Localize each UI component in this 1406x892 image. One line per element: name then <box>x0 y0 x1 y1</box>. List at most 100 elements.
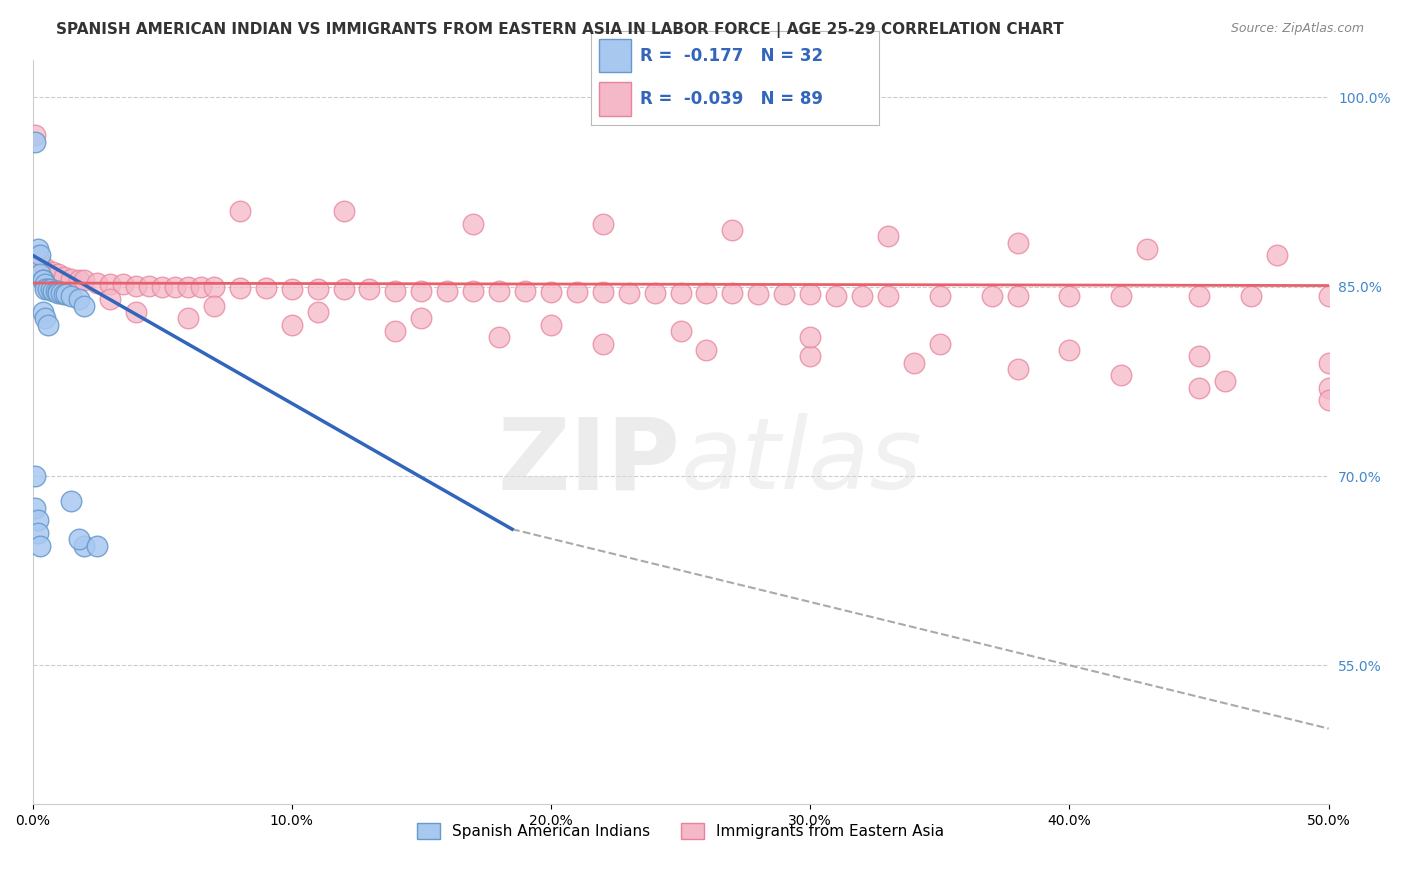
Point <box>799 287 821 301</box>
Point <box>73 273 96 287</box>
Point <box>1109 288 1132 302</box>
Point <box>34 311 56 326</box>
Point <box>24 469 46 483</box>
Point <box>773 287 796 301</box>
Point <box>463 284 485 298</box>
Point <box>27 248 49 262</box>
Point <box>307 282 329 296</box>
Point <box>177 280 200 294</box>
Point <box>24 128 46 143</box>
Point <box>1317 355 1340 369</box>
Point <box>24 135 46 149</box>
Point <box>48 286 70 301</box>
Point <box>928 336 950 351</box>
Point <box>1188 349 1211 363</box>
Point <box>928 288 950 302</box>
Point <box>24 500 46 515</box>
Point <box>1109 368 1132 383</box>
Point <box>30 539 52 553</box>
Point <box>592 336 614 351</box>
Point <box>190 280 212 294</box>
Point <box>488 330 510 344</box>
Point <box>1059 343 1081 357</box>
Point <box>34 282 56 296</box>
Point <box>695 343 717 357</box>
Point <box>644 286 666 301</box>
Point <box>592 217 614 231</box>
Point <box>229 204 252 219</box>
Point <box>52 269 75 284</box>
Point <box>669 286 692 301</box>
Point <box>98 293 121 307</box>
Point <box>73 539 96 553</box>
Point <box>30 254 52 268</box>
Point <box>31 273 53 287</box>
Point <box>52 287 75 301</box>
Point <box>165 280 187 294</box>
Point <box>1317 288 1340 302</box>
FancyBboxPatch shape <box>599 82 631 116</box>
Point <box>617 286 640 301</box>
Text: atlas: atlas <box>681 413 922 510</box>
Point <box>67 273 90 287</box>
Point <box>1188 288 1211 302</box>
Point <box>45 284 67 298</box>
Point <box>359 282 381 296</box>
Point <box>799 330 821 344</box>
Point <box>60 494 83 508</box>
Point <box>73 299 96 313</box>
Point <box>86 539 108 553</box>
Point <box>1317 393 1340 408</box>
Point <box>411 311 433 326</box>
Point <box>30 267 52 281</box>
Point <box>48 267 70 281</box>
Point <box>67 533 90 547</box>
FancyBboxPatch shape <box>599 38 631 72</box>
Point <box>42 265 65 279</box>
Point <box>1007 362 1029 376</box>
Point <box>1007 288 1029 302</box>
Point <box>202 299 225 313</box>
Point <box>747 287 769 301</box>
Point <box>150 280 173 294</box>
Point <box>67 293 90 307</box>
Point <box>280 282 302 296</box>
Point <box>1188 381 1211 395</box>
Point <box>463 217 485 231</box>
Point <box>513 284 536 298</box>
Point <box>903 355 925 369</box>
Point <box>1136 242 1159 256</box>
Point <box>48 284 70 298</box>
Text: R =  -0.177   N = 32: R = -0.177 N = 32 <box>640 46 823 64</box>
Point <box>1007 235 1029 250</box>
Point <box>980 288 1002 302</box>
Point <box>60 272 83 286</box>
Point <box>851 288 873 302</box>
Legend: Spanish American Indians, Immigrants from Eastern Asia: Spanish American Indians, Immigrants fro… <box>411 817 950 845</box>
Text: R =  -0.039   N = 89: R = -0.039 N = 89 <box>640 90 823 108</box>
Point <box>721 223 744 237</box>
Point <box>37 282 59 296</box>
Point <box>27 242 49 256</box>
Point <box>488 284 510 298</box>
Point <box>825 288 848 302</box>
Point <box>669 324 692 338</box>
Point <box>39 282 62 296</box>
Point <box>565 285 588 299</box>
Point <box>27 513 49 527</box>
Point <box>30 248 52 262</box>
Point <box>332 282 354 296</box>
Point <box>31 305 53 319</box>
Text: SPANISH AMERICAN INDIAN VS IMMIGRANTS FROM EASTERN ASIA IN LABOR FORCE | AGE 25-: SPANISH AMERICAN INDIAN VS IMMIGRANTS FR… <box>56 22 1064 38</box>
Point <box>177 311 200 326</box>
Point <box>60 288 83 302</box>
Point <box>384 284 406 298</box>
Point <box>436 284 458 298</box>
Point <box>1265 248 1288 262</box>
Point <box>877 288 900 302</box>
Point <box>31 273 53 287</box>
Point <box>1317 381 1340 395</box>
Point <box>138 278 160 293</box>
Point <box>411 284 433 298</box>
Point <box>37 318 59 332</box>
